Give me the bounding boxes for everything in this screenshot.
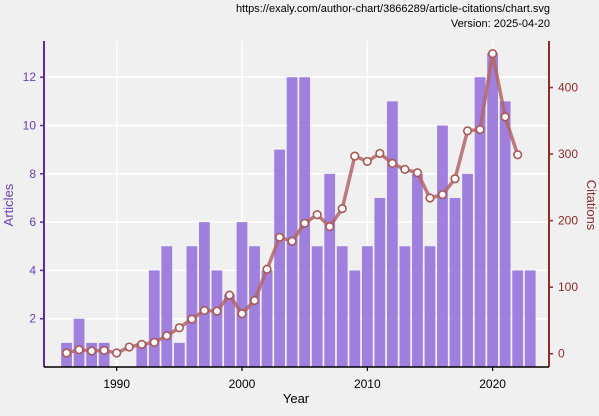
citation-point	[312, 210, 322, 220]
citation-point	[513, 150, 523, 160]
x-tick-label: 2000	[229, 377, 256, 391]
citation-point	[237, 309, 247, 319]
citation-point	[325, 222, 335, 232]
left-tick-label: 8	[29, 167, 36, 181]
citation-point	[337, 204, 347, 214]
article-bar	[148, 270, 160, 367]
article-bar	[161, 246, 173, 367]
citation-point	[500, 112, 510, 122]
citation-point	[87, 346, 97, 356]
x-axis-title: Year	[283, 391, 310, 406]
right-tick-label: 300	[558, 147, 578, 161]
x-tick-label: 2020	[479, 377, 506, 391]
citation-point	[375, 148, 385, 159]
citation-point	[212, 306, 222, 316]
article-bar	[274, 149, 285, 367]
citation-point	[149, 337, 159, 347]
citation-line	[61, 49, 523, 358]
citation-point	[412, 168, 423, 178]
citation-point	[450, 174, 460, 184]
citation-point	[400, 164, 410, 175]
article-bar	[512, 270, 524, 367]
citation-point	[249, 295, 260, 306]
article-bar	[73, 318, 85, 367]
citation-point	[437, 190, 448, 200]
right-tick-label: 100	[558, 280, 578, 294]
article-bar	[324, 173, 336, 367]
citation-point	[187, 314, 197, 324]
right-tick-label: 200	[558, 214, 578, 228]
citation-point	[61, 348, 72, 358]
article-bar	[424, 246, 436, 367]
x-tick-label: 1990	[103, 377, 130, 391]
article-bar	[374, 197, 386, 367]
citation-point	[475, 124, 485, 135]
article-bar	[524, 270, 536, 367]
citation-point	[262, 264, 272, 274]
article-bar	[437, 125, 448, 367]
article-bar	[412, 173, 423, 367]
chart-version: Version: 2025-04-20	[451, 18, 550, 30]
left-tick-label: 12	[23, 70, 37, 84]
article-bar	[474, 77, 486, 367]
article-bar	[261, 270, 273, 367]
article-bar	[311, 246, 323, 367]
left-tick-label: 4	[29, 263, 36, 277]
citation-point	[462, 126, 473, 136]
article-bar	[487, 53, 498, 368]
citation-point	[112, 348, 122, 358]
citation-point	[124, 342, 134, 352]
article-bar	[349, 270, 361, 367]
tick-labels: 2 4 6 8 10 12 0 100 200 300 400 1990 2000 2010 2020	[23, 70, 579, 391]
citation-point	[425, 193, 435, 203]
citation-point	[300, 218, 310, 228]
article-bar	[499, 101, 511, 368]
x-tick-label: 2010	[354, 377, 381, 391]
right-tick-label: 400	[558, 81, 578, 95]
article-bar	[136, 342, 148, 367]
article-bar	[224, 294, 235, 367]
citation-point	[137, 339, 147, 349]
article-bar	[186, 246, 198, 367]
citation-point	[350, 151, 360, 161]
citation-point	[362, 156, 372, 167]
article-bar	[399, 246, 411, 367]
article-bar	[361, 246, 373, 367]
citation-point	[387, 158, 397, 169]
left-tick-label: 2	[29, 312, 36, 326]
right-tick-label: 0	[558, 347, 565, 361]
left-axis-title: Articles	[1, 183, 16, 226]
citation-point	[287, 236, 297, 246]
article-bar	[199, 222, 210, 367]
citation-point	[199, 305, 209, 316]
citation-point	[162, 331, 172, 341]
right-axis-title: Citations	[584, 180, 599, 231]
citation-point	[174, 323, 184, 333]
article-bar	[236, 222, 248, 367]
axes	[40, 41, 553, 371]
article-bar	[286, 77, 298, 367]
left-tick-label: 6	[29, 215, 36, 229]
citation-point	[274, 232, 285, 242]
citation-point	[74, 345, 84, 355]
article-bar	[211, 270, 223, 367]
article-bar	[173, 342, 185, 367]
left-tick-label: 10	[23, 119, 37, 133]
citation-point	[99, 345, 109, 355]
article-bar	[249, 246, 260, 367]
chart-url: https://exaly.com/author-chart/3866289/a…	[236, 3, 550, 15]
citation-point	[224, 290, 235, 300]
article-bar	[336, 246, 348, 367]
article-bar	[462, 173, 473, 367]
article-bar	[449, 197, 461, 367]
article-bar	[386, 101, 398, 368]
citation-point	[488, 49, 498, 59]
